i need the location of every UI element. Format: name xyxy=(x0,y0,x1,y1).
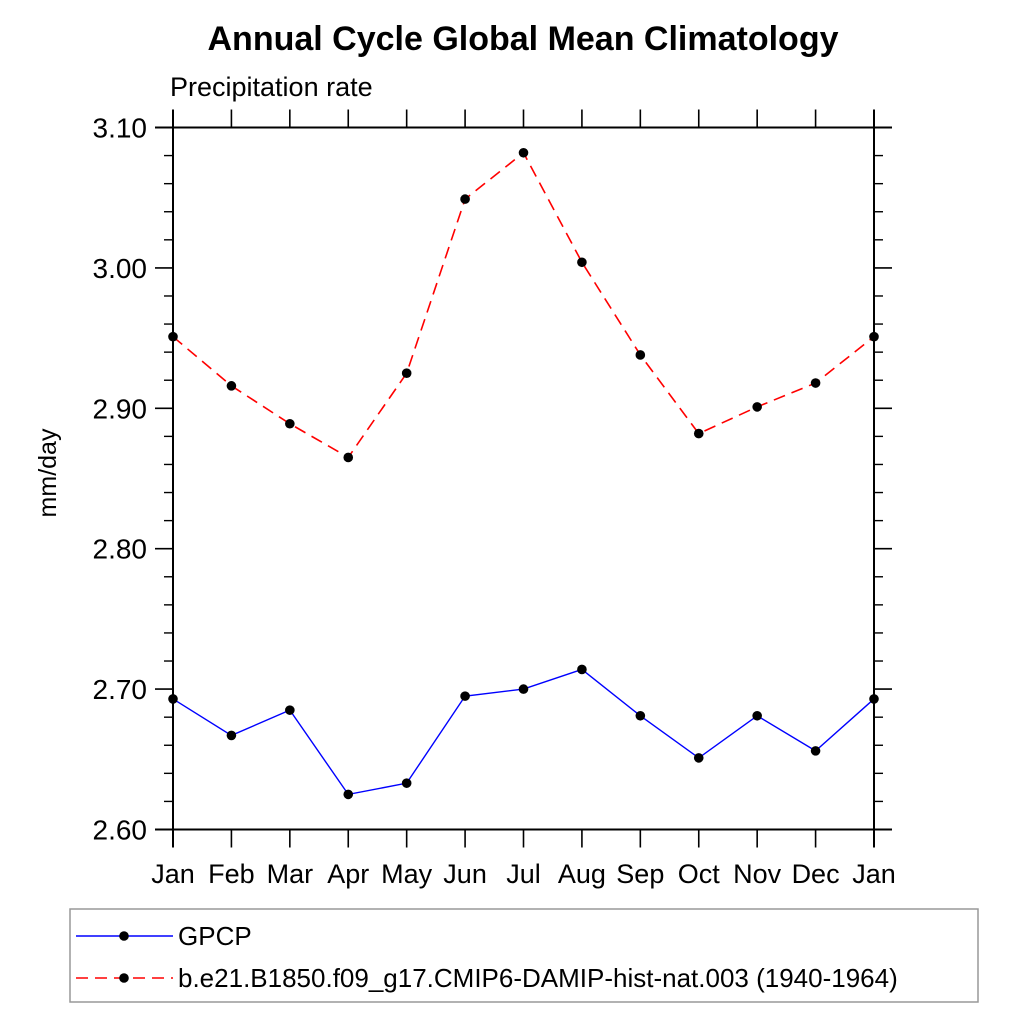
legend-label: b.e21.B1850.f09_g17.CMIP6-DAMIP-hist-nat… xyxy=(178,963,898,993)
y-tick-label: 3.10 xyxy=(93,113,148,144)
data-point xyxy=(401,368,412,379)
data-point xyxy=(285,705,295,715)
data-point xyxy=(635,710,646,721)
x-tick-label: Feb xyxy=(208,859,255,889)
x-tick-label: Jul xyxy=(506,859,541,889)
series-line-1 xyxy=(172,151,875,459)
y-tick-label: 2.80 xyxy=(93,534,148,565)
data-point xyxy=(693,428,704,439)
y-tick-label: 2.70 xyxy=(93,674,148,705)
data-point xyxy=(343,452,354,463)
data-point xyxy=(869,694,879,704)
data-point xyxy=(518,147,529,158)
x-tick-label: Jan xyxy=(852,859,896,889)
x-tick-label: Sep xyxy=(616,859,664,889)
data-point xyxy=(752,710,762,721)
data-point xyxy=(343,789,354,800)
legend-box xyxy=(69,908,979,1003)
x-tick-label: May xyxy=(381,859,433,889)
legend-marker xyxy=(119,973,129,983)
chart-subtitle: Precipitation rate xyxy=(170,72,373,102)
data-point xyxy=(810,378,821,388)
x-tick-label: Oct xyxy=(678,859,721,889)
data-point xyxy=(869,331,879,342)
data-point xyxy=(401,778,412,788)
x-tick-label: Aug xyxy=(558,859,606,889)
data-point xyxy=(460,691,470,701)
y-tick-label: 3.00 xyxy=(93,253,148,284)
legend-marker xyxy=(119,931,129,941)
x-tick-label: Nov xyxy=(733,859,782,889)
y-axis-title: mm/day xyxy=(34,428,62,517)
data-point xyxy=(810,746,821,756)
x-tick-label: Mar xyxy=(267,859,314,889)
y-tick-label: 2.60 xyxy=(93,815,148,846)
data-point xyxy=(518,684,529,694)
data-point xyxy=(635,350,646,360)
x-tick-label: Dec xyxy=(792,859,840,889)
data-point xyxy=(577,664,587,675)
x-tick-label: Jan xyxy=(151,859,195,889)
data-point xyxy=(285,418,295,429)
data-point xyxy=(577,257,587,268)
data-point xyxy=(168,694,178,704)
data-point xyxy=(460,194,470,204)
data-point xyxy=(226,381,237,391)
legend-label: GPCP xyxy=(178,921,252,951)
data-point xyxy=(693,753,704,763)
x-tick-label: Jun xyxy=(443,859,487,889)
data-point xyxy=(226,730,237,741)
x-tick-label: Apr xyxy=(327,859,369,889)
chart-title: Annual Cycle Global Mean Climatology xyxy=(207,20,839,58)
data-point xyxy=(752,402,762,412)
y-tick-label: 2.90 xyxy=(93,393,148,424)
data-point xyxy=(168,331,178,342)
